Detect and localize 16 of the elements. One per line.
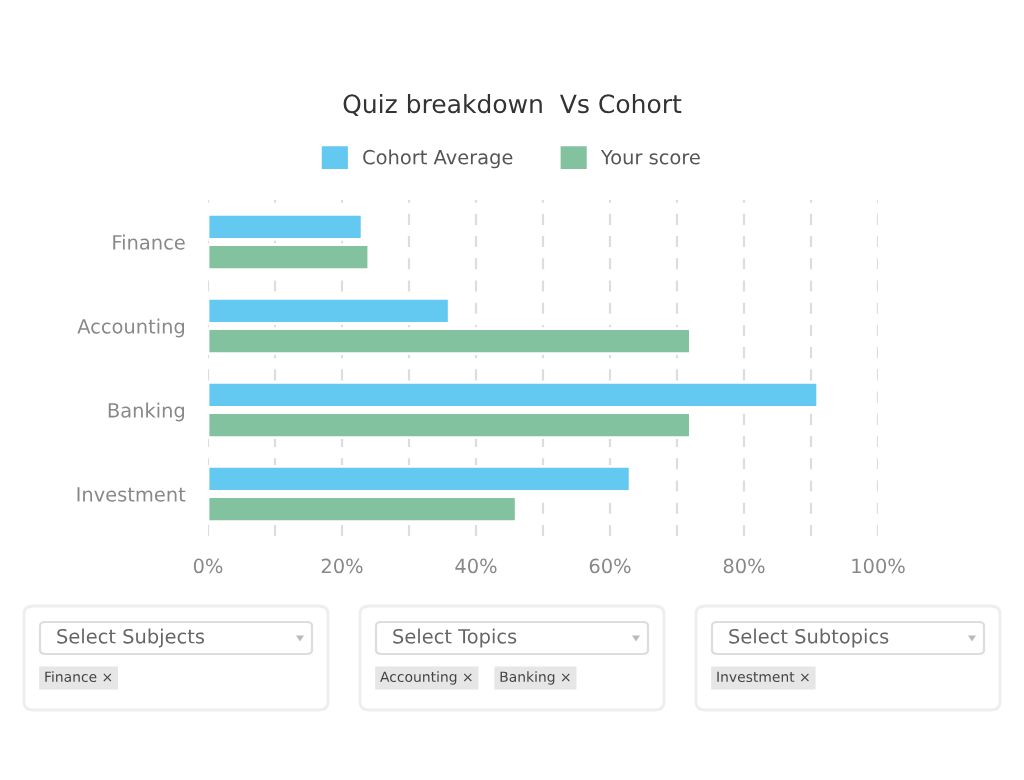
x-tick-label: 100% [852,558,905,574]
x-tick-label: 20% [321,558,363,574]
text: Select Subtopics [729,628,889,648]
x-tick-label: 60% [589,558,631,574]
x-tick-label: 0% [193,558,223,574]
x-tick-label: 80% [723,558,765,574]
y-tick-label: Accounting [77,318,185,338]
y-tick-label: Investment [77,487,186,502]
legend-label: Cohort Average [363,149,513,169]
text: Select Subjects [57,628,205,648]
y-tick-label: Banking [108,402,185,422]
chart-title: Quiz breakdown Vs Cohort [343,93,682,117]
x-tick-label: 40% [455,558,497,574]
y-tick-label: Finance [113,234,185,250]
legend-label: Your score [600,150,700,165]
text: Select Topics [393,628,517,648]
